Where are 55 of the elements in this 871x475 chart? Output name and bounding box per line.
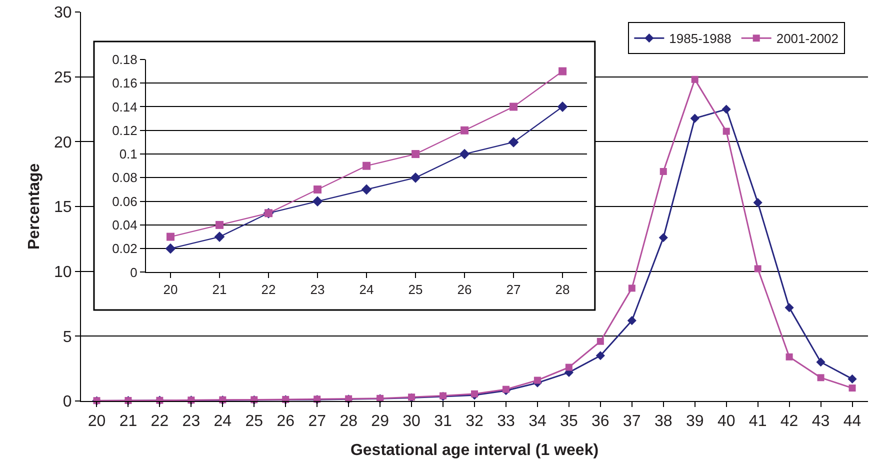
x-tick-label: 32 [466,413,484,430]
x-tick-label: 38 [654,413,672,430]
legend-label: 1985-1988 [669,31,732,46]
y-tick-label: 0.16 [112,76,138,91]
x-tick-label: 25 [408,282,423,297]
x-tick-label: 24 [359,282,374,297]
x-tick-label: 21 [212,282,227,297]
y-tick-label: 0 [130,264,138,280]
y-tick-label: 30 [54,4,72,22]
x-tick-label: 30 [402,413,421,430]
x-tick-label: 23 [182,413,200,430]
x-tick-label: 44 [843,413,862,430]
x-tick-label: 42 [780,413,798,430]
x-tick-label: 24 [214,413,232,430]
y-tick-label: 0.14 [112,99,138,114]
y-axis-title: Percentage [26,163,43,250]
x-tick-label: 34 [528,413,546,430]
x-tick-label: 29 [371,413,390,430]
y-tick-label: 15 [54,199,72,216]
y-tick-label: 0.02 [112,241,138,256]
x-axis-title: Gestational age interval (1 week) [350,442,599,459]
x-tick-label: 27 [308,413,326,430]
x-tick-label: 22 [150,413,169,430]
x-tick-label: 37 [623,413,641,430]
x-tick-label: 28 [340,413,358,430]
x-tick-label: 35 [560,413,578,430]
x-tick-label: 40 [717,413,736,430]
y-tick-label: 0.04 [112,218,138,233]
y-tick-label: 0.18 [112,52,138,68]
x-tick-label: 21 [119,413,138,430]
y-tick-label: 0.1 [119,146,138,162]
x-tick-label: 27 [506,282,521,297]
x-tick-label: 43 [812,413,830,430]
y-tick-label: 0.08 [112,170,138,186]
x-tick-label: 20 [88,413,106,430]
x-tick-label: 41 [748,413,767,430]
x-tick-label: 20 [163,282,178,297]
y-tick-label: 0 [62,394,72,411]
x-tick-label: 26 [457,282,472,297]
y-tick-label: 5 [62,328,72,346]
x-tick-label: 28 [555,282,570,297]
y-tick-label: 10 [54,264,72,281]
x-tick-label: 36 [592,413,610,430]
y-tick-label: 20 [54,134,72,152]
y-tick-label: 25 [54,69,72,86]
x-tick-label: 22 [261,282,276,297]
x-tick-label: 33 [497,413,515,430]
legend-label: 2001-2002 [776,31,839,46]
y-tick-label: 0.12 [112,122,138,138]
x-tick-label: 39 [686,413,704,430]
x-tick-label: 31 [434,413,452,430]
y-tick-label: 0.06 [112,194,138,209]
x-tick-label: 25 [245,413,264,430]
x-tick-label: 26 [276,413,295,430]
x-tick-label: 23 [310,282,325,297]
